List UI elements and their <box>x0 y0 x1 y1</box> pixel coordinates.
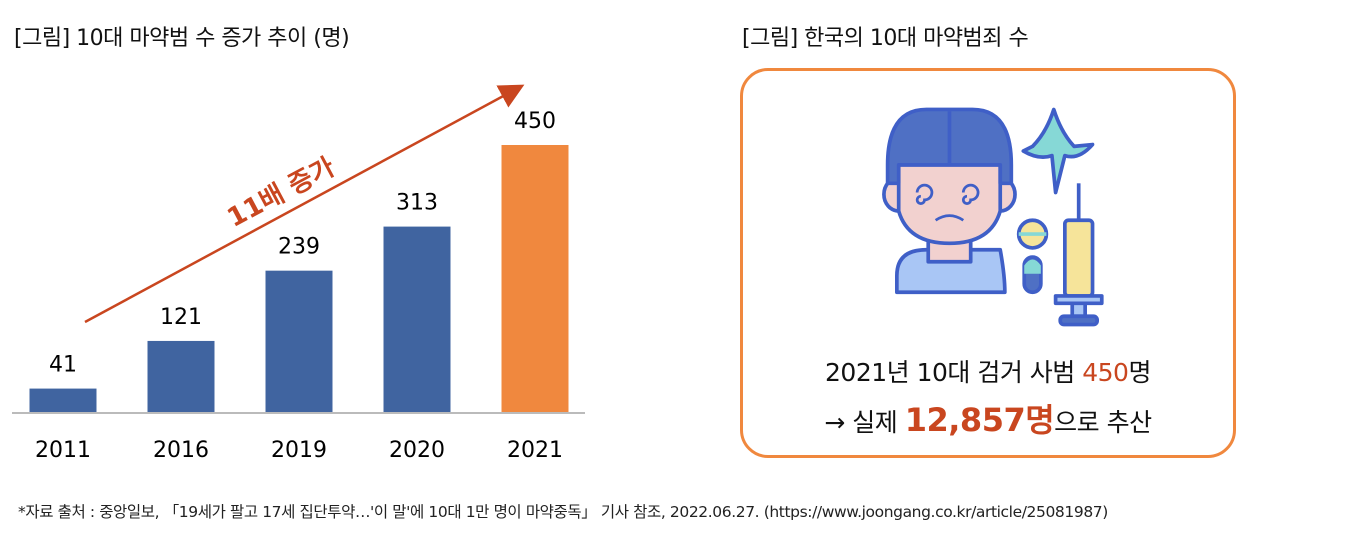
x-tick-label: 2016 <box>153 438 209 463</box>
arrow-icon: → <box>824 408 845 437</box>
data-label: 121 <box>160 305 202 330</box>
chart-title: [그림] 10대 마약범 수 증가 추이 (명) <box>14 26 350 51</box>
estimate-text: → 실제 12,857명으로 추산 <box>743 395 1233 441</box>
arrest-label: 2021년 10대 검거 사범 <box>825 358 1083 387</box>
right-title: [그림] 한국의 10대 마약범죄 수 <box>742 26 1029 51</box>
bar-2019 <box>265 270 333 413</box>
x-tick-label: 2021 <box>507 438 563 463</box>
estimate-suffix: 으로 추산 <box>1054 408 1152 437</box>
x-tick-label: 2011 <box>35 438 91 463</box>
bar-2020 <box>383 226 451 413</box>
arrest-unit: 명 <box>1128 358 1151 387</box>
data-label: 239 <box>278 235 320 260</box>
growth-arrow <box>84 84 525 324</box>
bar-2011 <box>29 388 97 413</box>
bar-2021 <box>501 145 569 413</box>
estimate-label: 실제 <box>844 408 905 437</box>
info-card: 2021년 10대 검거 사범 450명 → 실제 12,857명으로 추산 <box>740 68 1236 458</box>
estimate-value: 12,857명 <box>904 401 1055 439</box>
arrest-count-text: 2021년 10대 검거 사범 450명 <box>743 353 1233 389</box>
source-footnote: *자료 출처 : 중앙일보, 「19세가 팔고 17세 집단투약…'이 말'에 … <box>18 503 1108 521</box>
data-label: 450 <box>514 109 556 134</box>
arrest-value: 450 <box>1082 358 1129 387</box>
x-tick-label: 2020 <box>389 438 445 463</box>
data-label: 313 <box>396 191 438 216</box>
data-label: 41 <box>49 353 77 378</box>
x-tick-label: 2019 <box>271 438 327 463</box>
bar-2016 <box>147 340 215 413</box>
drugged-teen-illustration <box>882 107 1104 327</box>
